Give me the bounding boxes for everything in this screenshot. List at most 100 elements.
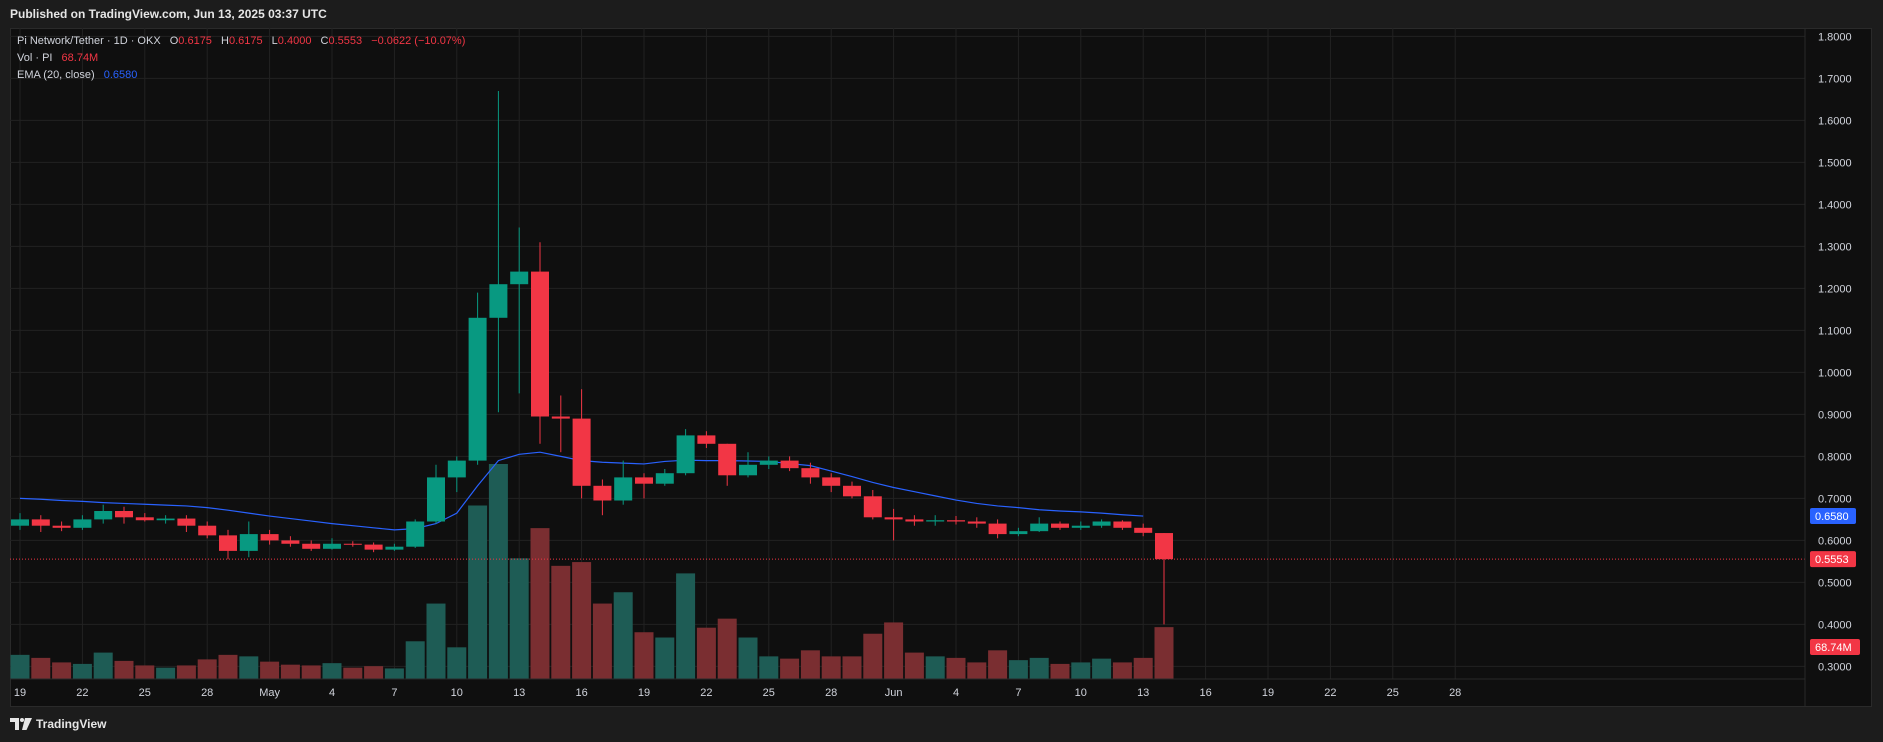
volume-bar bbox=[842, 656, 862, 679]
candle-body bbox=[323, 543, 341, 549]
candle-body bbox=[73, 519, 92, 528]
candle-body bbox=[364, 544, 383, 550]
x-tick-label: 28 bbox=[825, 687, 837, 699]
candle-body bbox=[156, 518, 175, 521]
candle-body bbox=[406, 521, 425, 547]
ema-price-tag bbox=[1810, 508, 1856, 525]
volume-tag bbox=[1810, 639, 1860, 655]
volume-bar bbox=[31, 657, 51, 679]
candle-body bbox=[1051, 523, 1069, 528]
candle-body bbox=[843, 485, 861, 497]
candle-body bbox=[884, 517, 903, 520]
volume-bar bbox=[884, 622, 904, 679]
y-axis[interactable]: 1.8000 1.7000 1.6000 1.5000 1.4000 1.3000 1.20… bbox=[1818, 31, 1852, 673]
candle-body bbox=[1071, 525, 1090, 528]
candle-body bbox=[447, 460, 466, 478]
x-tick-label: 7 bbox=[1015, 687, 1021, 699]
candle-body bbox=[635, 477, 653, 484]
chart-frame[interactable] bbox=[10, 28, 1872, 707]
x-tick-label: 25 bbox=[139, 687, 151, 699]
x-tick-label: 13 bbox=[513, 687, 525, 699]
y-tick-label: 0.3000 bbox=[1818, 661, 1852, 673]
footer-brand[interactable]: TradingView bbox=[36, 717, 107, 731]
legend-c-value: 0.5553 bbox=[328, 35, 363, 47]
legend-l-value: 0.4000 bbox=[277, 35, 312, 47]
candle-body bbox=[655, 473, 674, 484]
volume-bar bbox=[52, 662, 72, 679]
y-tick-label: 1.5000 bbox=[1818, 157, 1852, 169]
candle-body bbox=[260, 534, 279, 541]
legend-vol-label[interactable]: Vol · PI bbox=[17, 52, 53, 64]
x-tick-label: 19 bbox=[14, 687, 26, 699]
candle-body bbox=[614, 477, 633, 501]
legend-ema-value: 0.6580 bbox=[103, 69, 138, 81]
volume-bar bbox=[93, 652, 113, 679]
y-tick-label: 1.0000 bbox=[1818, 367, 1852, 379]
legend-ema-label[interactable]: EMA (20, close) bbox=[17, 69, 95, 81]
tradingview-logo-icon[interactable] bbox=[10, 718, 32, 730]
candle-body bbox=[801, 468, 820, 478]
x-tick-label: 28 bbox=[1449, 687, 1461, 699]
volume-bar bbox=[301, 665, 321, 679]
candle-body bbox=[219, 535, 237, 551]
volume-bar bbox=[1029, 657, 1049, 679]
close-price-tag bbox=[1810, 551, 1856, 568]
volume-bar bbox=[1008, 660, 1028, 679]
volume-bar bbox=[1050, 663, 1070, 679]
volume-bar bbox=[239, 656, 259, 679]
chart-svg[interactable]: 1.8000 1.7000 1.6000 1.5000 1.4000 1.3000 1.20… bbox=[10, 28, 1872, 707]
legend-symbol[interactable]: Pi Network/Tether · 1D · OKX bbox=[17, 35, 161, 47]
candle-body bbox=[822, 477, 841, 486]
volume-bar bbox=[592, 603, 612, 679]
legend-h-label: H bbox=[221, 35, 229, 47]
y-tick-label: 1.1000 bbox=[1818, 325, 1852, 337]
candle-body bbox=[11, 519, 29, 526]
candle-body bbox=[863, 496, 882, 518]
candle-body bbox=[1134, 527, 1153, 533]
volume-bar bbox=[384, 668, 404, 679]
volume-bar bbox=[468, 505, 488, 679]
volume-bar bbox=[863, 633, 883, 679]
candle-body bbox=[135, 517, 154, 521]
x-axis[interactable]: 19 22 25 28 May 4 7 10 13 16 19 22 25 28 Jun 4 7 10 13 16 19… bbox=[14, 687, 1461, 699]
volume-bar bbox=[1112, 662, 1132, 679]
volume-bar bbox=[114, 660, 134, 679]
y-tick-label: 1.6000 bbox=[1818, 115, 1852, 127]
volume-bar bbox=[551, 565, 571, 679]
volume-bar bbox=[1133, 657, 1153, 679]
candle-body bbox=[94, 511, 113, 520]
candle-body bbox=[1092, 521, 1111, 526]
candle-body bbox=[697, 435, 716, 444]
header-bar: Published on TradingView.com, Jun 13, 20… bbox=[0, 0, 1883, 28]
volume-bar bbox=[488, 464, 508, 679]
x-tick-label: 22 bbox=[700, 687, 712, 699]
candle-body bbox=[1155, 533, 1173, 560]
candle-body bbox=[676, 435, 695, 474]
close-price-tag-label: 0.5553 bbox=[1815, 554, 1849, 566]
y-tick-label: 0.8000 bbox=[1818, 451, 1852, 463]
candle-body bbox=[510, 271, 529, 285]
legend-o-value: 0.6175 bbox=[178, 35, 212, 47]
candle-body bbox=[759, 460, 778, 465]
legend-volume-row: Vol · PI 68.74M bbox=[17, 50, 465, 67]
volume-bar bbox=[1071, 662, 1091, 679]
candle-body bbox=[1009, 531, 1028, 535]
candle-body bbox=[52, 525, 71, 528]
volume-bar bbox=[759, 656, 779, 679]
legend-o-label: O bbox=[169, 35, 179, 47]
x-tick-label: 10 bbox=[451, 687, 463, 699]
volume-bar bbox=[1092, 658, 1112, 679]
candle-body bbox=[1030, 523, 1049, 532]
volume-bar bbox=[530, 528, 550, 679]
candles bbox=[11, 91, 1173, 625]
candle-body bbox=[427, 477, 445, 522]
volume-bar bbox=[613, 592, 633, 679]
volume-bar bbox=[156, 667, 176, 679]
volume-bar bbox=[634, 632, 654, 679]
legend-ohlc-row: Pi Network/Tether · 1D · OKX O0.6175 H 0.… bbox=[17, 33, 465, 50]
candle-body bbox=[115, 511, 133, 518]
y-tick-label: 0.6000 bbox=[1818, 535, 1852, 547]
candle-body bbox=[31, 519, 50, 526]
x-tick-label: 10 bbox=[1075, 687, 1087, 699]
volume-bar bbox=[821, 656, 841, 679]
